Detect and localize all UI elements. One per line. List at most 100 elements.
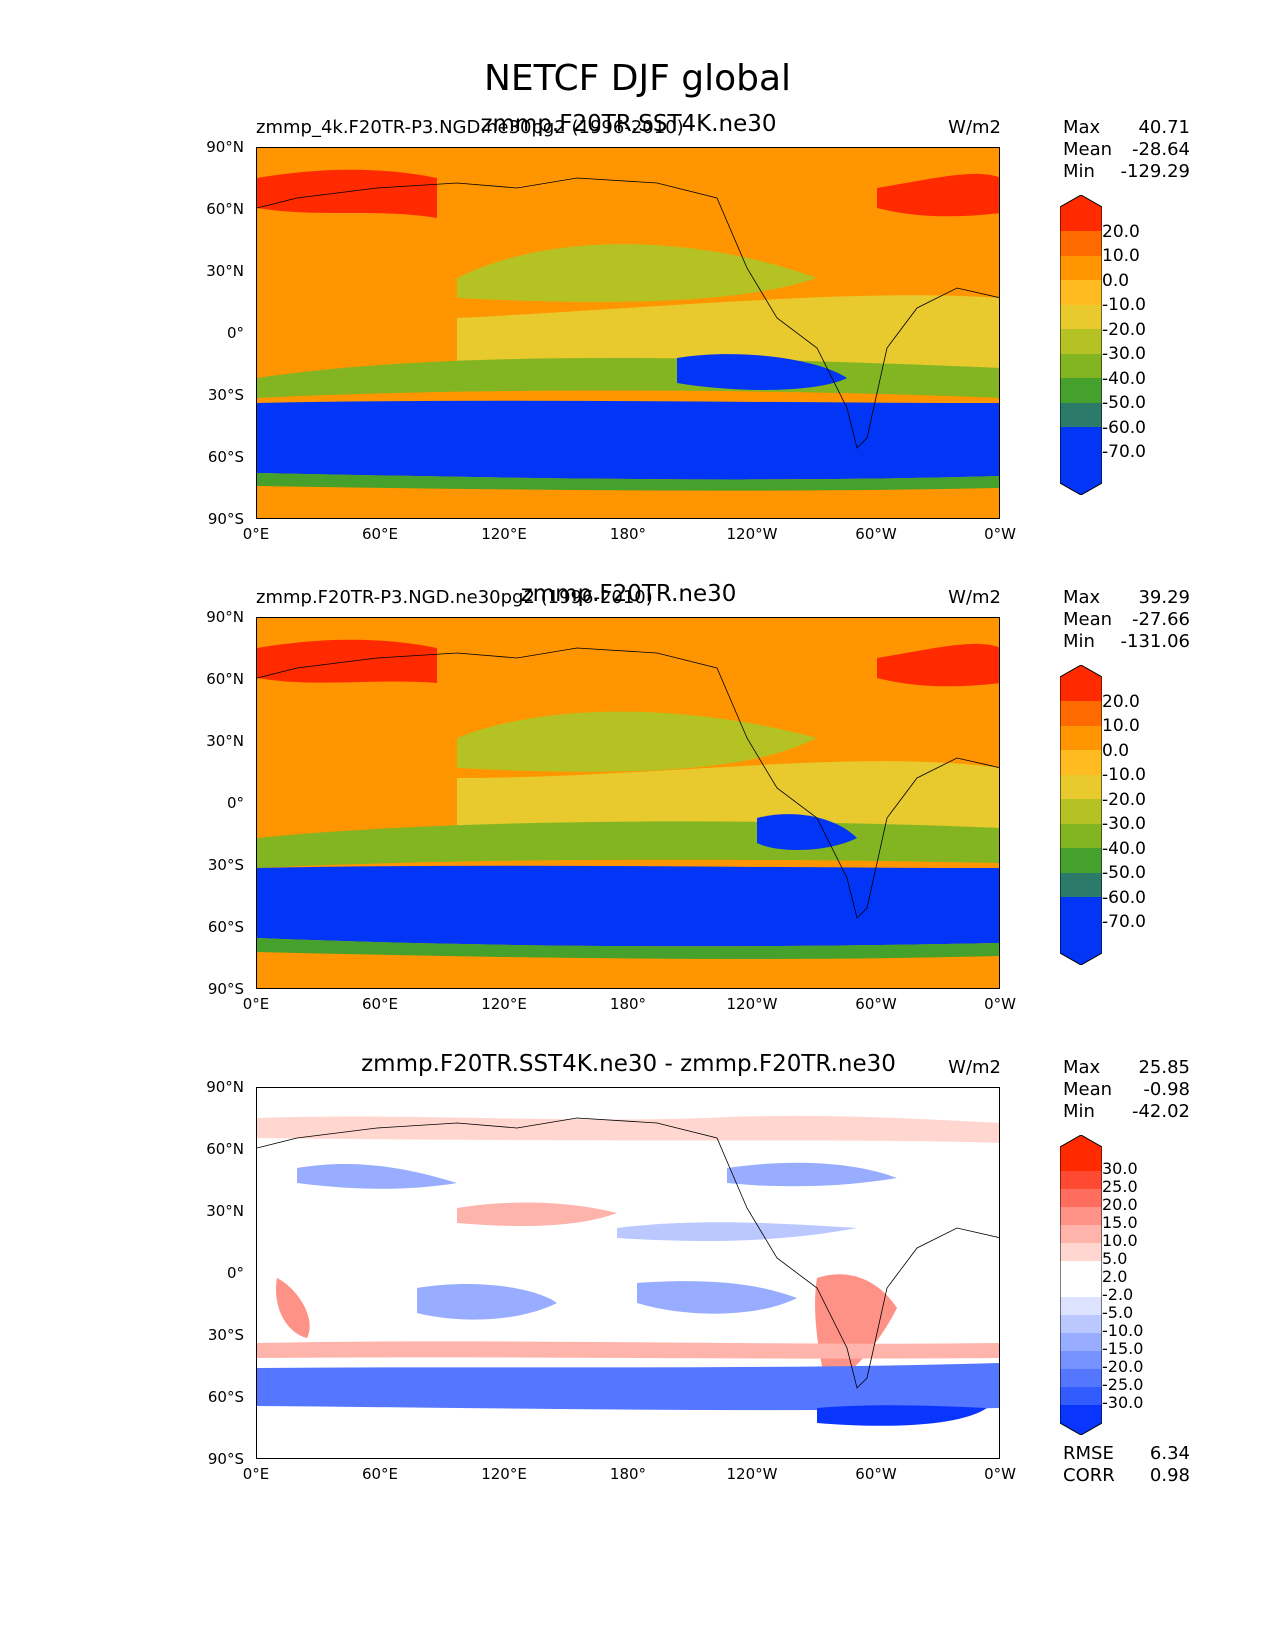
colorbar-tick-label: -40.0 [1102,369,1146,389]
lon-tick-label: 180° [609,995,647,1013]
colorbar-tick-label: -10.0 [1102,765,1146,785]
panel-unit: W/m2 [948,117,1001,138]
lon-tick-label: 0°E [242,525,270,543]
colorbar-tick-label: -30.0 [1102,1393,1144,1412]
contour-field [257,1088,999,1458]
colorbar-tick-label: -30.0 [1102,344,1146,364]
colorbar-tick-label: -15.0 [1102,1339,1144,1358]
colorbar-tick-label: -70.0 [1102,912,1146,932]
colorbar-tick-label: -20.0 [1102,1357,1144,1376]
panel-left-title: zmmp.F20TR-P3.NGD.ne30pg2 (1996-2010) [256,587,653,608]
map-plot [256,147,1000,519]
contour-low [257,1363,999,1411]
colorbar-tick-label: -40.0 [1102,839,1146,859]
lon-tick-label: 180° [609,1465,647,1483]
contour-mid [457,711,817,772]
lon-tick-label: 0°W [984,525,1016,543]
lat-tick-label: 60°N [206,200,244,218]
lat-tick-label: 90°N [206,1078,244,1096]
lat-tick-label: 30°N [206,732,244,750]
lat-tick-label: 60°N [206,1140,244,1158]
colorbar [1060,665,1102,965]
lon-tick-label: 0°W [984,1465,1016,1483]
lon-tick-label: 120°E [481,525,527,543]
colorbar-tick-label: -50.0 [1102,863,1146,883]
panel-center-title: zmmp.F20TR.SST4K.ne30 [480,111,777,137]
contour-high [877,173,999,217]
panel-unit: W/m2 [948,587,1001,608]
coastline [257,1117,999,1389]
panel-center-title: zmmp.F20TR.SST4K.ne30 - zmmp.F20TR.ne30 [361,1051,896,1077]
colorbar-tick-label: -10.0 [1102,1321,1144,1340]
lon-tick-label: 60°W [855,995,897,1013]
panel-control: zmmp.F20TR-P3.NGD.ne30pg2 (1996-2010) zm… [206,581,1190,1013]
lon-tick-label: 0°E [242,1465,270,1483]
colorbar-tick-label: -60.0 [1102,888,1146,908]
lat-tick-label: 30°S [207,856,244,874]
map-plot [256,617,1000,989]
lon-tick-label: 60°E [361,525,399,543]
lat-tick-label: 60°N [206,670,244,688]
lon-tick-label: 180° [609,525,647,543]
colorbar-tick-label: -10.0 [1102,295,1146,315]
colorbar-tick-label: -5.0 [1102,1303,1134,1322]
colorbar-tick-label: -2.0 [1102,1285,1134,1304]
lat-tick-label: 60°S [207,1388,244,1406]
contour-mid [457,244,817,302]
lon-tick-label: 120°E [481,1465,527,1483]
figure-title: NETCF DJF global [483,58,792,99]
colorbar-tick-label: -25.0 [1102,1375,1144,1394]
colorbar-tick-label: 5.0 [1102,1249,1128,1268]
colorbar [1060,195,1102,495]
lat-tick-label: 0° [226,324,244,342]
lat-tick-label: 60°S [207,448,244,466]
colorbar-tick-label: -20.0 [1102,320,1146,340]
lat-tick-label: 30°S [207,386,244,404]
lat-tick-label: 60°S [207,918,244,936]
colorbar-tick-label: 2.0 [1102,1267,1128,1286]
lon-tick-label: 60°W [855,525,897,543]
contour-low [257,865,999,947]
colorbar-tick-label: 20.0 [1102,692,1140,712]
colorbar-tick-label: 25.0 [1102,1177,1138,1196]
panel-difference: zmmp.F20TR.SST4K.ne30 - zmmp.F20TR.ne30 … [206,1051,1190,1486]
colorbar-tick-label: 10.0 [1102,246,1140,266]
panel-sst4k: zmmp_4k.F20TR-P3.NGD.ne30pg2 (1996-2010)… [206,111,1190,543]
contour-high [877,643,999,687]
colorbar-tick-label: 20.0 [1102,222,1140,242]
lon-tick-label: 120°W [726,995,778,1013]
panel-left-title: zmmp_4k.F20TR-P3.NGD.ne30pg2 (1996-2010) [256,117,684,138]
lon-tick-label: 120°W [726,525,778,543]
lat-tick-label: 0° [226,1264,244,1282]
lat-tick-label: 0° [226,794,244,812]
contour-field [257,618,999,988]
colorbar-tick-label: 30.0 [1102,1159,1138,1178]
lon-tick-label: 0°W [984,995,1016,1013]
panel-unit: W/m2 [948,1057,1001,1078]
lon-tick-label: 120°W [726,1465,778,1483]
colorbar-tick-label: -50.0 [1102,393,1146,413]
colorbar-tick-label: 20.0 [1102,1195,1138,1214]
panel-center-title: zmmp.F20TR.ne30 [520,581,737,607]
colorbar-tick-label: 10.0 [1102,716,1140,736]
lon-tick-label: 120°E [481,995,527,1013]
lat-tick-label: 30°N [206,1202,244,1220]
colorbar-tick-label: 0.0 [1102,271,1130,291]
lat-tick-label: 90°S [207,980,244,998]
contour-low [257,400,999,480]
colorbar-tick-label: -30.0 [1102,814,1146,834]
lon-tick-label: 60°E [361,995,399,1013]
lat-tick-label: 30°S [207,1326,244,1344]
colorbar-tick-label: -60.0 [1102,418,1146,438]
lat-tick-label: 30°N [206,262,244,280]
lat-tick-label: 90°N [206,608,244,626]
colorbar-tick-label: -20.0 [1102,790,1146,810]
colorbar-tick-label: 15.0 [1102,1213,1138,1232]
colorbar-tick-label: 0.0 [1102,741,1130,761]
lon-tick-label: 60°W [855,1465,897,1483]
lon-tick-label: 0°E [242,995,270,1013]
coastline [257,647,999,919]
contour-field [257,148,999,518]
colorbar-tick-label: 10.0 [1102,1231,1138,1250]
lat-tick-label: 90°S [207,510,244,528]
